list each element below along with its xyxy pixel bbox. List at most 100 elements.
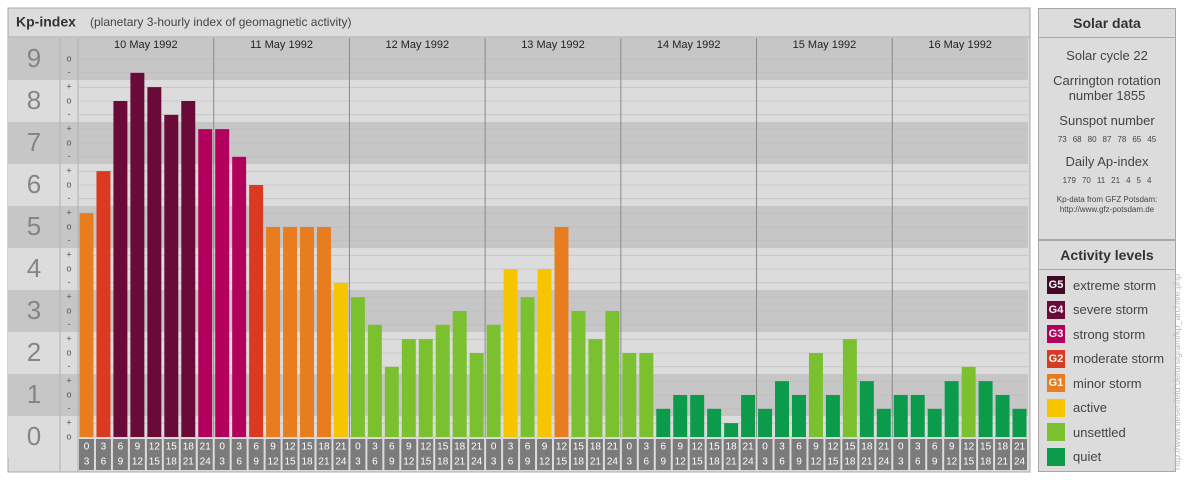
- legend-item: G2 moderate storm: [1039, 347, 1175, 372]
- legend-swatch: G3: [1047, 325, 1065, 344]
- hour-box: [689, 439, 705, 470]
- sunspot-value: 78: [1117, 135, 1127, 144]
- bar: [452, 311, 467, 437]
- x-tick-label: 24: [471, 457, 483, 468]
- hour-box: [401, 439, 417, 470]
- x-tick-label: 6: [389, 442, 395, 453]
- ap-row: 179 70 11 21 4 5 4: [1039, 176, 1175, 185]
- legend-swatch: G2: [1047, 349, 1065, 368]
- hour-box: [842, 439, 858, 470]
- bar: [350, 297, 365, 437]
- minor-tick-label: +: [66, 82, 71, 92]
- bar: [758, 408, 773, 437]
- bar: [554, 227, 569, 437]
- chart-subtitle: (planetary 3-hourly index of geomagnetic…: [90, 15, 351, 29]
- x-tick-label: 12: [827, 442, 839, 453]
- legend-label: strong storm: [1073, 326, 1146, 342]
- bar: [384, 366, 399, 437]
- x-tick-label: 18: [726, 442, 738, 453]
- hour-box: [367, 439, 383, 470]
- bar: [571, 311, 586, 437]
- hour-box: [876, 439, 892, 470]
- x-tick-label: 12: [963, 442, 975, 453]
- bar: [639, 353, 654, 437]
- x-tick-label: 21: [607, 442, 619, 453]
- x-tick-label: 15: [556, 457, 568, 468]
- hour-box: [112, 439, 128, 470]
- bar: [741, 395, 756, 437]
- x-tick-label: 0: [762, 442, 768, 453]
- hour-box: [604, 439, 620, 470]
- hour-box: [520, 439, 536, 470]
- bar: [690, 395, 705, 437]
- minor-tick-label: o: [66, 137, 71, 147]
- ap-value: 4: [1146, 176, 1152, 185]
- bar: [775, 381, 789, 437]
- minor-tick-label: o: [66, 221, 71, 231]
- x-tick-label: 18: [844, 457, 856, 468]
- x-tick-label: 15: [284, 457, 296, 468]
- bar: [147, 87, 162, 437]
- hour-box: [723, 439, 739, 470]
- x-tick-label: 21: [200, 442, 212, 453]
- legend-item: G4 severe storm: [1039, 298, 1175, 323]
- hour-box: [197, 439, 213, 470]
- source-url: http://www.gfz-potsdam.de: [1059, 205, 1155, 214]
- x-tick-label: 18: [301, 457, 313, 468]
- x-tick-label: 18: [861, 442, 873, 453]
- bar: [537, 269, 552, 437]
- legend-badge: G2: [1048, 352, 1064, 365]
- x-tick-label: 3: [84, 457, 90, 468]
- x-tick-label: 21: [454, 457, 466, 468]
- bar: [825, 395, 840, 437]
- legend-badge: G3: [1048, 328, 1064, 341]
- source: Kp-data from GFZ Potsdam: http://www.gfz-…: [1039, 195, 1175, 215]
- sunspot-row: 73 68 80 87 78 65 45: [1039, 135, 1175, 144]
- bar: [164, 114, 179, 438]
- minor-tick-label: -: [68, 67, 71, 77]
- sunspot-value: 65: [1132, 135, 1142, 144]
- hour-box: [706, 439, 722, 470]
- sunspot-value: 80: [1087, 135, 1097, 144]
- x-tick-label: 15: [980, 442, 992, 453]
- x-tick-label: 21: [335, 442, 347, 453]
- minor-tick-label: o: [66, 305, 71, 315]
- minor-tick-label: +: [66, 124, 71, 134]
- bar: [469, 353, 484, 437]
- hour-box: [621, 439, 637, 470]
- hour-box: [231, 439, 247, 470]
- title-bar: [7, 7, 1031, 38]
- hour-box: [79, 439, 94, 470]
- x-tick-label: 3: [779, 442, 785, 453]
- x-tick-label: 3: [762, 457, 768, 468]
- hour-box: [978, 439, 994, 470]
- x-tick-label: 9: [660, 457, 666, 468]
- x-tick-label: 9: [389, 457, 395, 468]
- x-tick-label: 12: [420, 442, 432, 453]
- minor-tick-label: +: [66, 208, 71, 218]
- x-tick-label: 21: [590, 457, 602, 468]
- legend-item: G5 extreme storm: [1039, 273, 1175, 298]
- y-tick-label: 1: [27, 379, 41, 409]
- legend-badge: G1: [1048, 377, 1064, 390]
- day-label: 14 May 1992: [657, 39, 721, 51]
- x-tick-label: 6: [915, 457, 921, 468]
- watermark: http://www.tiesenfeld.de/ursigram/kp_arc…: [1172, 273, 1182, 470]
- x-tick-label: 9: [118, 457, 124, 468]
- minor-tick-label: o: [66, 389, 71, 399]
- bar: [181, 101, 196, 437]
- hour-box: [859, 439, 875, 470]
- legend-swatch: [1047, 447, 1065, 466]
- hour-box: [927, 439, 943, 470]
- x-tick-label: 6: [253, 442, 259, 453]
- x-tick-label: 21: [471, 442, 483, 453]
- x-tick-label: 18: [573, 457, 585, 468]
- x-tick-label: 3: [101, 442, 107, 453]
- x-tick-label: 21: [743, 442, 755, 453]
- bar: [96, 171, 111, 437]
- hour-box: [418, 439, 434, 470]
- hour-box: [503, 439, 519, 470]
- bar: [435, 324, 450, 437]
- x-tick-label: 0: [898, 442, 904, 453]
- hour-box: [299, 439, 315, 470]
